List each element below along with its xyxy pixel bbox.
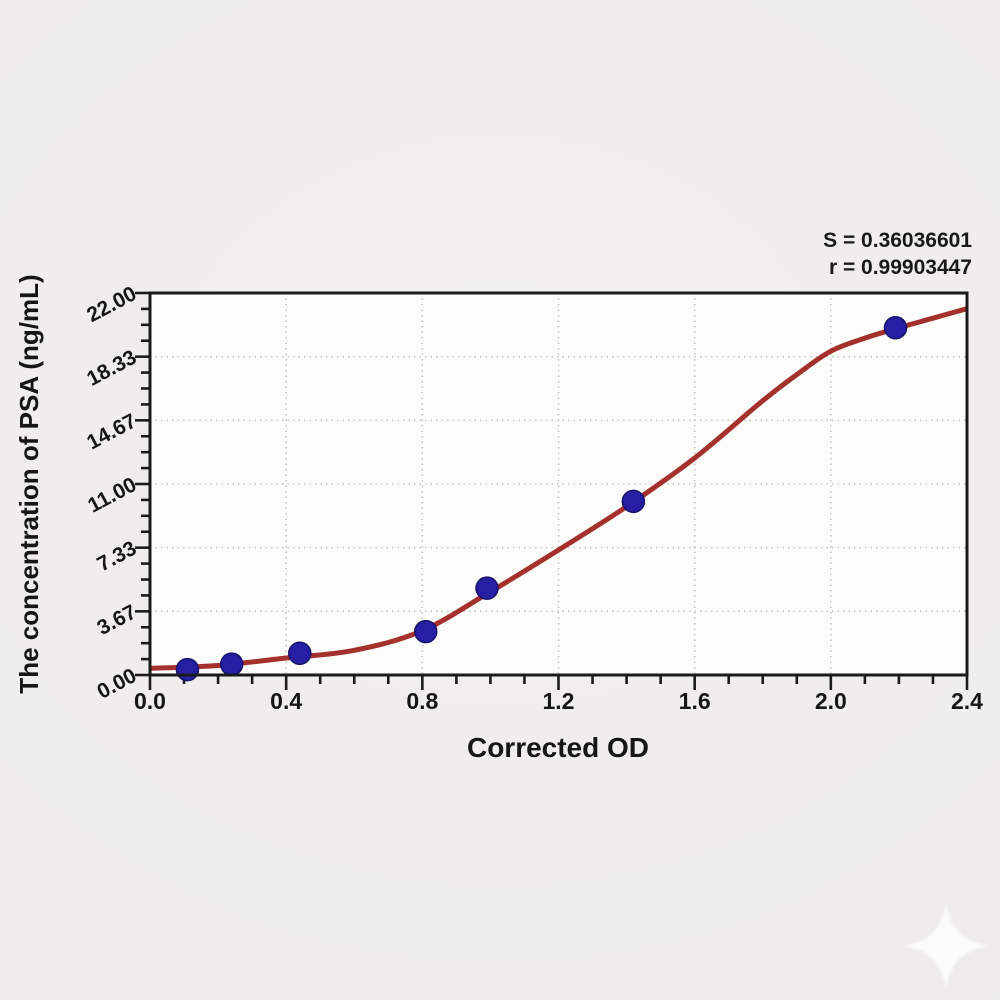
data-points [175,315,908,682]
y-tick-label: 18.33 [83,346,140,391]
x-tick-label: 2.0 [815,688,847,714]
data-point [175,657,200,682]
data-point [219,652,244,676]
data-point [621,489,646,514]
y-tick-label: 3.67 [93,600,140,639]
y-tick-label: 7.33 [93,537,140,576]
axis-ticks [135,291,969,690]
data-point [475,576,499,600]
y-tick-label: 22.00 [83,282,140,327]
data-point [288,641,312,666]
x-tick-label: 1.2 [543,688,575,714]
fit-stat-r: r = 0.99903447 [829,256,972,279]
y-tick-label: 11.00 [84,473,140,517]
y-axis-title: The concentration of PSA (ng/mL) [14,274,44,693]
fit-stat-s: S = 0.36036601 [823,229,972,252]
data-point [883,315,908,340]
x-tick-label: 0.4 [270,688,302,714]
x-tick-label: 2.4 [951,688,983,714]
x-tick-label: 0.8 [406,688,438,714]
x-tick-label: 1.6 [679,688,711,714]
x-axis-title: Corrected OD [467,732,649,763]
x-tick-label: 0.0 [134,688,166,714]
y-tick-label: 14.67 [83,409,140,454]
fit-curve-line [150,306,967,671]
plot-frame [148,291,969,677]
data-point [413,619,438,644]
